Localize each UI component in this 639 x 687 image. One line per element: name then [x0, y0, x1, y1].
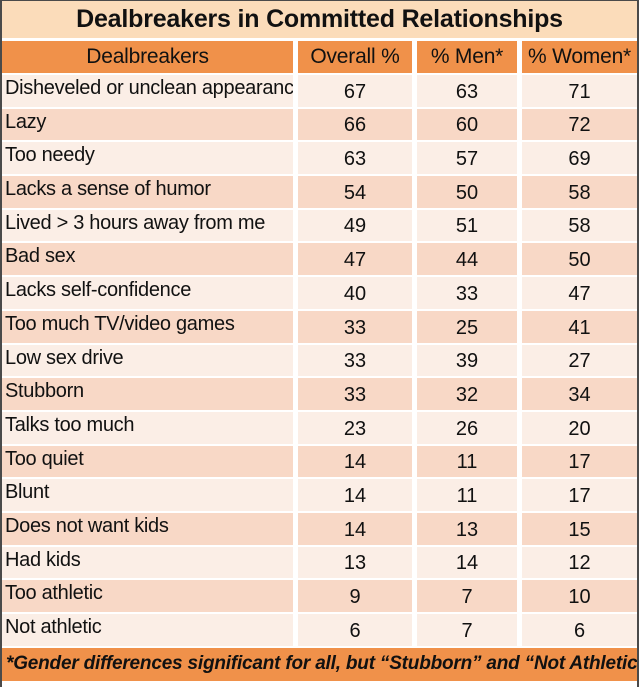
row-label: Lacks a sense of humor: [2, 176, 293, 208]
men-value: 11: [417, 479, 517, 511]
men-value: 51: [417, 209, 517, 242]
overall-value: 47: [298, 243, 412, 276]
men-value: 57: [417, 142, 517, 175]
data-table: Dealbreakers Overall %% Men*% Women* Dishe…: [2, 41, 637, 646]
row-label: Lazy: [2, 108, 293, 141]
row-label: Low sex drive: [2, 344, 293, 377]
row-label: Had kids: [2, 546, 293, 579]
women-value: 6: [522, 614, 637, 646]
overall-value: 33: [298, 310, 412, 343]
row-label: Lacks self-confidence: [2, 277, 293, 309]
footnote-text: *Gender differences significant for all,…: [6, 653, 639, 675]
men-value: 33: [417, 277, 517, 309]
column-header-women: % Women*: [522, 41, 637, 73]
row-label: Not athletic: [2, 614, 293, 646]
row-label: Too much TV/video games: [2, 310, 293, 343]
overall-value: 33: [298, 378, 412, 410]
overall-value: 9: [298, 580, 412, 612]
overall-value: 63: [298, 142, 412, 175]
men-value: 39: [417, 344, 517, 377]
women-value: 27: [522, 344, 637, 377]
women-value: 58: [522, 176, 637, 208]
column-header-overall: Overall %: [298, 41, 412, 73]
men-value: 63: [417, 75, 517, 107]
overall-value: 6: [298, 614, 412, 646]
column-header-men: % Men*: [417, 41, 517, 73]
overall-value: 14: [298, 512, 412, 545]
women-value: 17: [522, 445, 637, 478]
overall-value: 66: [298, 108, 412, 141]
overall-value: 14: [298, 479, 412, 511]
men-value: 44: [417, 243, 517, 276]
row-label: Stubborn: [2, 378, 293, 410]
overall-value: 67: [298, 75, 412, 107]
men-value: 60: [417, 108, 517, 141]
row-label: Blunt: [2, 479, 293, 511]
column-header-dealbreakers: Dealbreakers: [2, 41, 293, 73]
table-title: Dealbreakers in Committed Relationships: [2, 1, 637, 38]
row-label: Lived > 3 hours away from me: [2, 209, 293, 242]
men-value: 26: [417, 411, 517, 444]
men-value: 13: [417, 512, 517, 545]
overall-value: 23: [298, 411, 412, 444]
row-label: Too athletic: [2, 580, 293, 612]
row-label: Does not want kids: [2, 512, 293, 545]
men-value: 14: [417, 546, 517, 579]
women-value: 17: [522, 479, 637, 511]
overall-value: 54: [298, 176, 412, 208]
men-value: 32: [417, 378, 517, 410]
overall-value: 13: [298, 546, 412, 579]
women-value: 71: [522, 75, 637, 107]
women-value: 15: [522, 512, 637, 545]
overall-value: 33: [298, 344, 412, 377]
row-label: Bad sex: [2, 243, 293, 276]
women-value: 50: [522, 243, 637, 276]
row-label: Too quiet: [2, 445, 293, 478]
women-value: 20: [522, 411, 637, 444]
men-value: 7: [417, 614, 517, 646]
women-value: 72: [522, 108, 637, 141]
overall-value: 40: [298, 277, 412, 309]
overall-value: 49: [298, 209, 412, 242]
row-label: Too needy: [2, 142, 293, 175]
footnote: *Gender differences significant for all,…: [2, 647, 639, 681]
men-value: 25: [417, 310, 517, 343]
row-label: Talks too much: [2, 411, 293, 444]
women-value: 58: [522, 209, 637, 242]
men-value: 50: [417, 176, 517, 208]
row-label: Disheveled or unclean appearance: [2, 75, 293, 107]
women-value: 10: [522, 580, 637, 612]
women-value: 69: [522, 142, 637, 175]
men-value: 11: [417, 445, 517, 478]
men-value: 7: [417, 580, 517, 612]
women-value: 41: [522, 310, 637, 343]
women-value: 34: [522, 378, 637, 410]
women-value: 12: [522, 546, 637, 579]
women-value: 47: [522, 277, 637, 309]
overall-value: 14: [298, 445, 412, 478]
